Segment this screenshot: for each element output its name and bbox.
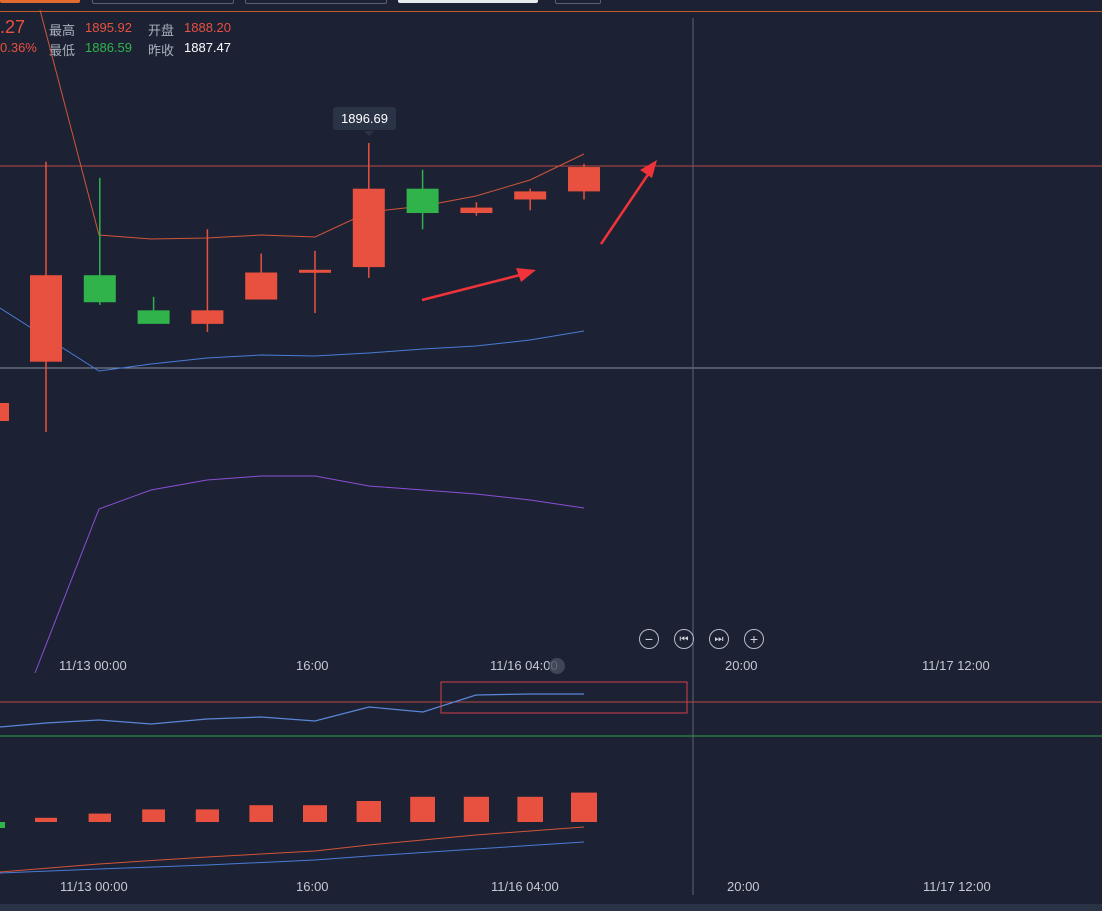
jump-to-end-button[interactable]: ⏭: [709, 629, 729, 649]
candlestick-series: [30, 143, 600, 432]
volume-ma-red: [0, 826, 585, 873]
candle-body: [352, 188, 385, 268]
upper-band-line: [39, 9, 585, 240]
volume-bar: [88, 813, 111, 822]
change-percent: 0.36%: [0, 40, 37, 55]
volume-time-axis-label: 11/16 04:00: [491, 879, 559, 894]
high-value: 1895.92: [85, 20, 132, 35]
volume-bar: [249, 805, 273, 822]
volume-bar: [463, 796, 489, 822]
time-axis-label: 11/13 00:00: [59, 658, 127, 673]
tab-2[interactable]: [92, 0, 234, 4]
open-value: 1888.20: [184, 20, 231, 35]
low-value: 1886.59: [85, 40, 132, 55]
candle-partial: [0, 403, 9, 421]
prev-close-label: 昨收: [148, 43, 175, 58]
candle-body: [406, 188, 439, 214]
volume-bar: [356, 801, 381, 822]
high-label: 最高: [49, 23, 76, 38]
minus-icon: −: [644, 631, 654, 647]
candle-body: [83, 275, 116, 303]
volume-time-axis-label: 16:00: [296, 879, 329, 894]
skip-back-icon: ⏮: [679, 634, 689, 645]
candle-body: [245, 272, 278, 300]
annotation-box: [440, 681, 688, 714]
candle-body: [514, 191, 547, 200]
lower-band-line: [34, 475, 585, 674]
candle-body: [30, 275, 62, 362]
scroll-handle[interactable]: [549, 658, 565, 674]
tab-5[interactable]: [555, 0, 601, 4]
skip-forward-icon: ⏭: [714, 634, 724, 645]
volume-ma-blue: [0, 841, 585, 874]
bottom-scroll-strip[interactable]: [0, 904, 1102, 911]
zoom-out-button[interactable]: −: [639, 629, 659, 649]
candle-body: [460, 207, 493, 214]
candle-body: [191, 310, 224, 324]
annotation-arrow-2: [599, 160, 657, 245]
open-label: 开盘: [148, 23, 175, 38]
last-price: .27: [0, 17, 26, 37]
time-axis-label: 11/16 04:00: [490, 658, 558, 673]
volume-bar: [35, 817, 57, 822]
tooltip-pointer: [364, 131, 374, 136]
time-axis-label: 16:00: [296, 658, 329, 673]
top-toolbar: [0, 0, 1102, 12]
price-tooltip: 1896.69: [333, 107, 396, 130]
time-axis-label: 11/17 12:00: [922, 658, 990, 673]
indicator-line: [0, 693, 584, 728]
candle-body: [299, 269, 331, 273]
low-label: 最低: [49, 43, 76, 58]
candle-body: [568, 167, 600, 192]
volume-bar: [517, 796, 543, 822]
volume-bar: [303, 805, 327, 822]
tab-4[interactable]: [398, 0, 538, 3]
active-tab-indicator[interactable]: [0, 0, 80, 3]
volume-bar: [195, 809, 219, 822]
middle-band-line: [0, 307, 585, 372]
candle-body: [137, 310, 170, 324]
volume-bar-partial: [0, 822, 5, 828]
volume-bar: [142, 809, 165, 822]
time-axis-label: 20:00: [725, 658, 758, 673]
tab-3[interactable]: [245, 0, 387, 4]
zoom-in-button[interactable]: +: [744, 629, 764, 649]
plus-icon: +: [749, 631, 759, 647]
prev-close-value: 1887.47: [184, 40, 231, 55]
volume-time-axis-label: 11/13 00:00: [60, 879, 128, 894]
jump-to-start-button[interactable]: ⏮: [674, 629, 694, 649]
annotation-arrow-1: [421, 268, 536, 302]
volume-time-axis-label: 20:00: [727, 879, 760, 894]
volume-bar: [571, 792, 597, 822]
volume-time-axis-label: 11/17 12:00: [923, 879, 991, 894]
volume-series: [35, 792, 597, 822]
volume-bar: [410, 796, 435, 822]
